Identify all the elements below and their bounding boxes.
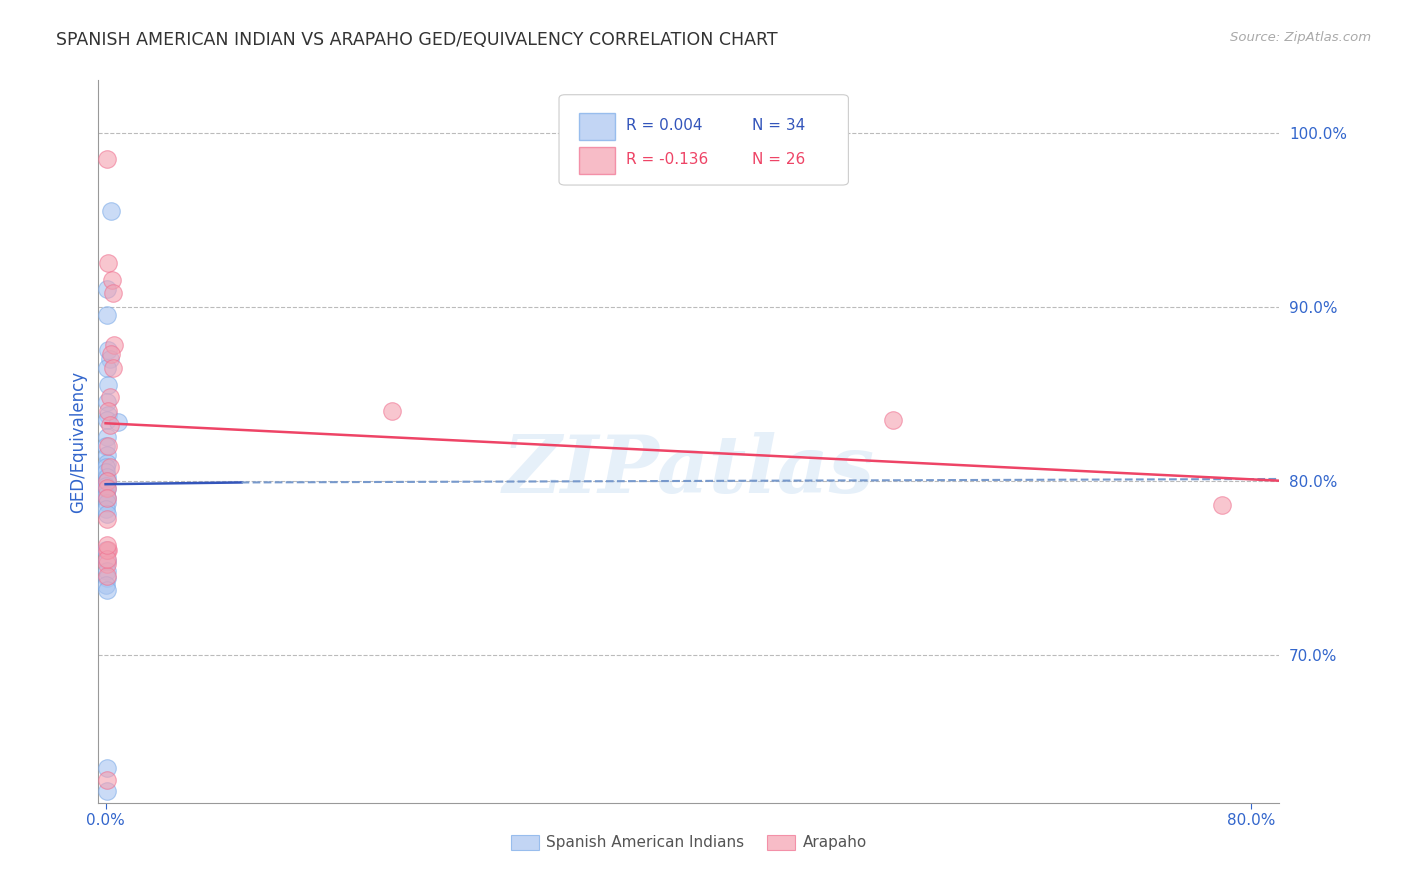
- Point: [96, 491, 118, 505]
- Point: [96, 474, 118, 488]
- Point: [1211, 498, 1233, 512]
- FancyBboxPatch shape: [579, 112, 614, 140]
- Point: [96, 430, 118, 444]
- Point: [101, 273, 124, 287]
- Point: [98, 390, 121, 404]
- Point: [96, 491, 118, 505]
- Point: [96, 465, 118, 479]
- Point: [96, 413, 118, 427]
- Text: N = 26: N = 26: [752, 152, 804, 167]
- Text: SPANISH AMERICAN INDIAN VS ARAPAHO GED/EQUIVALENCY CORRELATION CHART: SPANISH AMERICAN INDIAN VS ARAPAHO GED/E…: [56, 31, 778, 49]
- Point: [96, 483, 118, 497]
- Point: [96, 282, 118, 296]
- Point: [96, 571, 118, 585]
- Point: [96, 543, 118, 558]
- Point: [97, 543, 120, 558]
- Point: [97, 408, 120, 422]
- Point: [97, 343, 120, 358]
- Legend: Spanish American Indians, Arapaho: Spanish American Indians, Arapaho: [505, 829, 873, 856]
- Point: [98, 459, 121, 474]
- Point: [94, 543, 117, 558]
- Text: ZIPatlas: ZIPatlas: [503, 432, 875, 509]
- Point: [96, 552, 118, 566]
- Point: [96, 474, 118, 488]
- Point: [98, 351, 121, 366]
- FancyBboxPatch shape: [560, 95, 848, 185]
- Point: [96, 783, 118, 797]
- Point: [381, 404, 404, 418]
- Point: [96, 496, 118, 510]
- Point: [96, 761, 118, 775]
- Point: [96, 448, 118, 462]
- Point: [96, 554, 118, 568]
- Point: [94, 501, 117, 516]
- Point: [96, 470, 118, 484]
- Point: [97, 404, 120, 418]
- Point: [98, 417, 121, 432]
- Point: [96, 308, 118, 322]
- Text: N = 34: N = 34: [752, 118, 804, 133]
- Point: [101, 360, 124, 375]
- Point: [94, 488, 117, 502]
- Point: [94, 578, 117, 592]
- Point: [96, 439, 118, 453]
- Text: R = -0.136: R = -0.136: [626, 152, 709, 167]
- Point: [101, 285, 124, 300]
- Point: [96, 360, 118, 375]
- Y-axis label: GED/Equivalency: GED/Equivalency: [69, 370, 87, 513]
- Point: [100, 203, 122, 218]
- Point: [97, 378, 120, 392]
- Point: [882, 413, 904, 427]
- Point: [96, 538, 118, 552]
- Point: [96, 481, 118, 495]
- Point: [97, 439, 120, 453]
- Point: [94, 479, 117, 493]
- Text: R = 0.004: R = 0.004: [626, 118, 703, 133]
- FancyBboxPatch shape: [579, 147, 614, 174]
- Point: [96, 773, 118, 788]
- Point: [96, 152, 118, 166]
- Point: [96, 583, 118, 598]
- Point: [100, 346, 122, 360]
- Point: [96, 395, 118, 409]
- Point: [107, 415, 129, 429]
- Point: [103, 338, 125, 352]
- Point: [97, 256, 120, 270]
- Point: [94, 459, 117, 474]
- Text: Source: ZipAtlas.com: Source: ZipAtlas.com: [1230, 31, 1371, 45]
- Point: [96, 564, 118, 578]
- Point: [96, 456, 118, 470]
- Point: [96, 507, 118, 521]
- Point: [96, 569, 118, 583]
- Point: [96, 558, 118, 572]
- Point: [96, 512, 118, 526]
